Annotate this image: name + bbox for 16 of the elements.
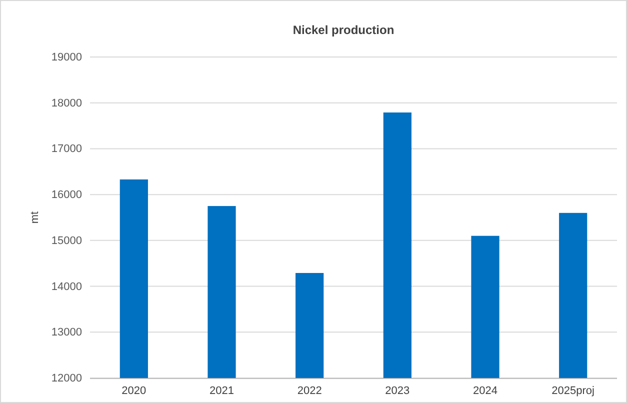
x-tick-label: 2024	[473, 384, 498, 397]
y-axis-title: mt	[29, 211, 41, 224]
x-tick-label: 2025proj	[552, 384, 594, 397]
x-tick-label: 2022	[297, 384, 322, 397]
y-tick-label: 18000	[51, 97, 82, 110]
y-tick-label: 14000	[51, 280, 82, 293]
y-tick-label: 12000	[51, 372, 82, 385]
x-tick-label: 2023	[385, 384, 410, 397]
y-tick-label: 15000	[51, 234, 82, 247]
chart-title: Nickel production	[292, 23, 394, 37]
x-tick-label: 2021	[210, 384, 234, 397]
y-tick-label: 19000	[51, 52, 82, 64]
y-tick-label: 13000	[51, 326, 82, 339]
y-tick-label: 16000	[51, 189, 82, 202]
y-tick-label: 17000	[51, 143, 82, 156]
x-tick-label: 2020	[122, 384, 146, 397]
